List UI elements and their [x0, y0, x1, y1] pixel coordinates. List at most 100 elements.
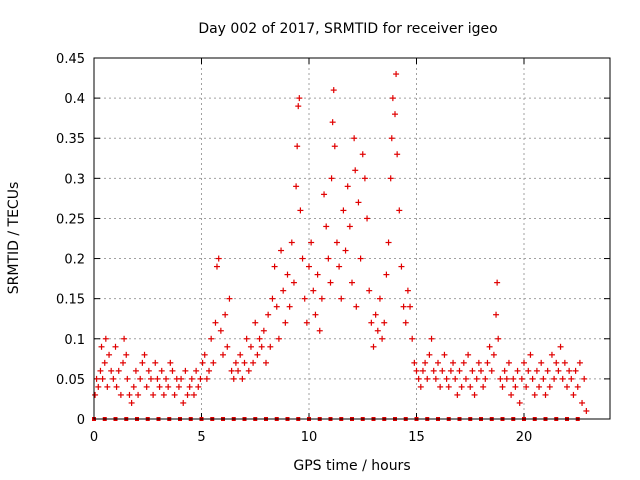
- data-point: [126, 391, 133, 398]
- data-point: [137, 375, 144, 382]
- data-point: [486, 343, 493, 350]
- data-point: [254, 351, 261, 358]
- data-point: [402, 319, 409, 326]
- plot-frame: [93, 57, 611, 420]
- data-point: [267, 343, 274, 350]
- data-point: [237, 351, 244, 358]
- y-tick-label: 0.25: [56, 212, 85, 227]
- data-point: [297, 207, 304, 214]
- data-point: [342, 247, 349, 254]
- data-point: [338, 295, 345, 302]
- data-point: [540, 375, 547, 382]
- data-point: [499, 383, 506, 390]
- data-point: [323, 223, 330, 230]
- data-point: [548, 351, 555, 358]
- data-point: [388, 135, 395, 142]
- data-point: [112, 343, 119, 350]
- data-point: [456, 367, 463, 374]
- data-point: [370, 343, 377, 350]
- data-point: [385, 239, 392, 246]
- data-point: [559, 375, 566, 382]
- data-points: [92, 71, 590, 414]
- data-point: [296, 95, 303, 102]
- data-point: [206, 367, 213, 374]
- data-point: [488, 367, 495, 374]
- data-point: [271, 263, 278, 270]
- data-point: [570, 391, 577, 398]
- data-point: [99, 375, 106, 382]
- data-point: [290, 279, 297, 286]
- data-point: [152, 359, 159, 366]
- data-point: [428, 335, 435, 342]
- data-point: [327, 279, 334, 286]
- data-point: [92, 391, 99, 398]
- data-point: [568, 375, 575, 382]
- data-point: [147, 375, 154, 382]
- data-point: [316, 327, 323, 334]
- data-point: [454, 391, 461, 398]
- data-point: [303, 319, 310, 326]
- data-point: [460, 359, 467, 366]
- data-point: [235, 367, 242, 374]
- data-point: [97, 367, 104, 374]
- data-point: [400, 303, 407, 310]
- data-point: [256, 335, 263, 342]
- data-point: [108, 367, 115, 374]
- data-point: [121, 335, 128, 342]
- data-point: [411, 359, 418, 366]
- data-point: [258, 343, 265, 350]
- data-point: [349, 279, 355, 286]
- data-point: [480, 383, 487, 390]
- data-point: [447, 367, 454, 374]
- y-axis-label: SRMTID / TECUs: [6, 182, 22, 295]
- data-point: [536, 383, 543, 390]
- data-point: [364, 215, 371, 222]
- data-point: [473, 375, 480, 382]
- data-point: [572, 367, 579, 374]
- data-point: [193, 367, 200, 374]
- data-point: [295, 103, 302, 110]
- data-point: [154, 375, 161, 382]
- data-point: [389, 95, 396, 102]
- y-tick-label: 0.15: [56, 293, 85, 308]
- data-point: [325, 255, 332, 262]
- data-point: [359, 151, 366, 158]
- data-point: [518, 375, 525, 382]
- data-point: [106, 351, 113, 358]
- data-point: [398, 263, 405, 270]
- data-point: [247, 343, 254, 350]
- x-tick-label: 10: [301, 430, 318, 445]
- data-point: [346, 223, 353, 230]
- data-point: [467, 383, 474, 390]
- data-point: [314, 271, 321, 278]
- data-point: [222, 311, 229, 318]
- data-point: [145, 367, 152, 374]
- data-point: [394, 151, 401, 158]
- data-point: [182, 367, 189, 374]
- data-point: [330, 87, 337, 94]
- data-point: [430, 367, 437, 374]
- data-point: [557, 343, 564, 350]
- data-point: [228, 367, 235, 374]
- data-point: [275, 335, 282, 342]
- data-point: [123, 351, 130, 358]
- data-point: [494, 279, 501, 286]
- data-point: [318, 295, 325, 302]
- data-point: [374, 327, 381, 334]
- y-tick-label: 0.05: [56, 373, 85, 388]
- data-point: [102, 335, 109, 342]
- x-tick-label: 15: [408, 430, 425, 445]
- data-point: [178, 375, 185, 382]
- y-tick-label: 0.4: [64, 92, 85, 107]
- data-point: [294, 143, 301, 150]
- data-point: [527, 351, 534, 358]
- data-point: [128, 399, 135, 406]
- data-point: [508, 391, 515, 398]
- data-point: [288, 239, 295, 246]
- data-point: [301, 295, 308, 302]
- data-point: [169, 367, 176, 374]
- data-point: [531, 391, 538, 398]
- data-point: [278, 247, 285, 254]
- data-point: [415, 375, 422, 382]
- data-point: [529, 375, 536, 382]
